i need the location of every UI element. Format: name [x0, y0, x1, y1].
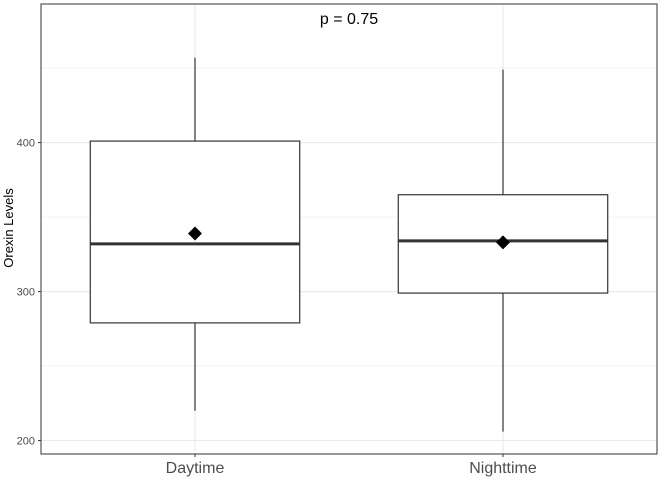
mean-marker	[188, 226, 202, 241]
y-tick-label: 300	[17, 287, 35, 299]
y-axis-title: Orexin Levels	[1, 188, 16, 268]
x-tick-label: Daytime	[166, 460, 225, 477]
panel-border	[40, 3, 658, 455]
plot-layer: 200 300 400 Daytime Nighttime	[17, 3, 658, 477]
p-value-annotation: p = 0.75	[320, 11, 378, 28]
box-daytime	[89, 57, 301, 411]
y-tick-label: 400	[17, 138, 35, 150]
y-tick-label: 200	[17, 436, 35, 448]
x-tick-label: Nighttime	[469, 460, 537, 477]
mean-marker	[496, 235, 510, 250]
box-nighttime	[397, 69, 609, 432]
